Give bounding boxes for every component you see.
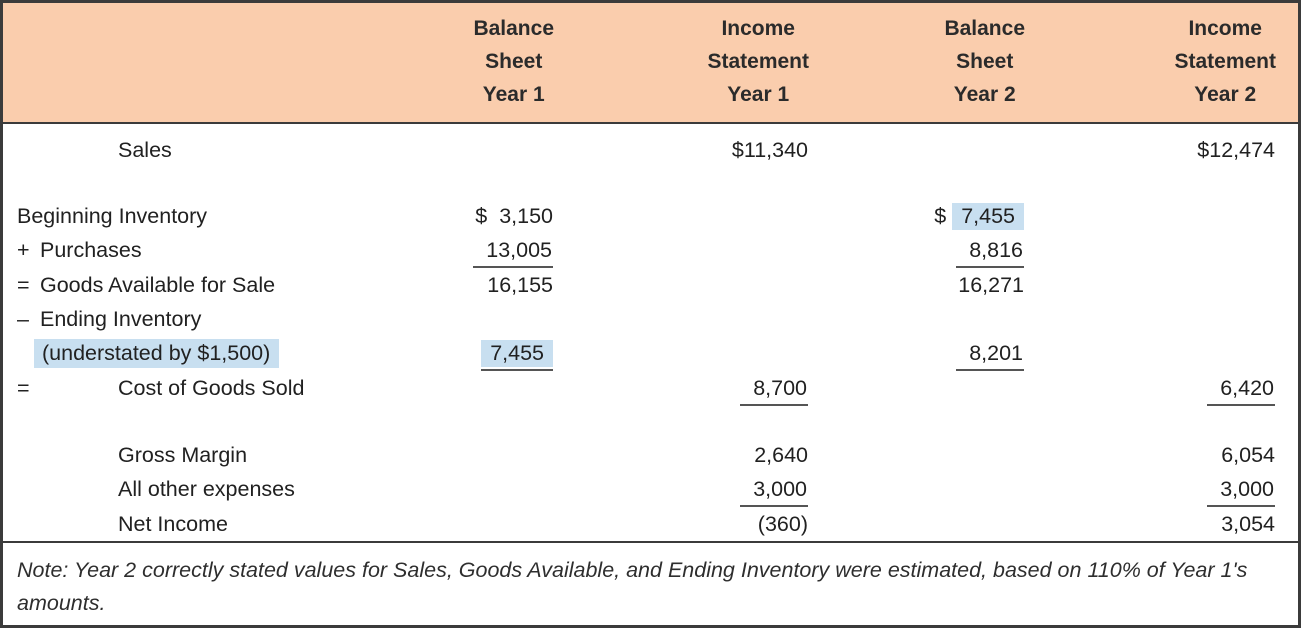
cell-is2 (1025, 302, 1276, 336)
underlined-value: 6,420 (1207, 374, 1275, 406)
cell-bs2 (809, 371, 1025, 406)
row-label: Purchases (40, 238, 142, 262)
cell-is2: $12,474 (1025, 133, 1276, 167)
header-label: Balance Sheet Year 1 (473, 17, 554, 106)
value: 6,054 (1221, 443, 1275, 467)
table-body: Sales $11,340 $12,474 Beginning Inventor… (3, 124, 1298, 541)
footnote: Note: Year 2 correctly stated values for… (3, 541, 1298, 628)
cell-is1: 8,700 (554, 371, 809, 406)
cell-is2: 3,000 (1025, 472, 1276, 507)
cell-is1: (360) (554, 507, 809, 541)
row-label: Beginning Inventory (17, 204, 208, 228)
underlined-value: 8,201 (956, 339, 1024, 371)
cell-is2 (1025, 336, 1276, 371)
cell-bs1 (365, 371, 554, 406)
cell-bs2: 8,201 (809, 336, 1025, 371)
cell-is2: 6,054 (1025, 438, 1276, 472)
cell-is1 (554, 336, 809, 371)
row-label: All other expenses (118, 477, 295, 501)
cell-bs2 (809, 302, 1025, 336)
cell-is2 (1025, 268, 1276, 302)
row-label: Goods Available for Sale (40, 273, 276, 297)
header-balance-sheet-year2: Balance Sheet Year 2 (809, 12, 1025, 111)
cell-bs1 (365, 507, 554, 541)
underlined-value: 8,700 (740, 374, 808, 406)
header-spacer (3, 12, 365, 111)
cell-is1 (554, 268, 809, 302)
row-label: Cost of Goods Sold (118, 376, 305, 400)
table-row-goods-available: = Goods Available for Sale 16,155 16,271 (3, 268, 1298, 302)
row-label: Gross Margin (118, 443, 248, 467)
cell-is1: $11,340 (554, 133, 809, 167)
cell-bs1: 13,005 (365, 233, 554, 268)
table-header-row: Balance Sheet Year 1 Income Statement Ye… (3, 3, 1298, 124)
row-sign: = (17, 273, 30, 297)
cell-is1 (554, 233, 809, 268)
cell-bs2 (809, 472, 1025, 507)
row-sign: – (17, 307, 29, 331)
row-sign: + (17, 238, 30, 262)
cell-bs1: 16,155 (365, 268, 554, 302)
cell-bs1: 7,455 (365, 336, 554, 371)
cell-is2 (1025, 199, 1276, 233)
table-row-gross-margin: Gross Margin 2,640 6,054 (3, 438, 1298, 472)
table-row-purchases: + Purchases 13,005 8,816 (3, 233, 1298, 268)
cell-bs2 (809, 507, 1025, 541)
header-label: Income Statement Year 1 (707, 17, 809, 106)
cell-bs2: 8,816 (809, 233, 1025, 268)
spacer-row (3, 167, 1298, 199)
cell-bs1: $ 3,150 (365, 199, 554, 233)
row-label: Ending Inventory (40, 307, 202, 331)
header-label: Income Statement Year 2 (1174, 17, 1276, 106)
value: 2,640 (754, 443, 808, 467)
header-income-statement-year1: Income Statement Year 1 (554, 12, 809, 111)
underlined-value: 13,005 (473, 236, 553, 268)
underlined-value: 3,000 (1207, 475, 1275, 507)
cell-bs1 (365, 133, 554, 167)
cell-is1: 2,640 (554, 438, 809, 472)
value: 3,150 (499, 204, 553, 228)
cell-bs1 (365, 302, 554, 336)
table-row-sales: Sales $11,340 $12,474 (3, 133, 1298, 167)
header-label: Balance Sheet Year 2 (944, 17, 1025, 106)
dollar-sign: $ (475, 204, 500, 228)
table-row-understated: (understated by $1,500) 7,455 8,201 (3, 336, 1298, 371)
table-row-ending-inventory: – Ending Inventory (3, 302, 1298, 336)
cell-is1 (554, 302, 809, 336)
table-row-net-income: Net Income (360) 3,054 (3, 507, 1298, 541)
value: 16,271 (958, 273, 1024, 297)
underlined-value: 3,000 (740, 475, 808, 507)
underlined-value: 8,816 (956, 236, 1024, 268)
row-sign: = (17, 376, 30, 400)
highlighted-row-label: (understated by $1,500) (34, 339, 280, 368)
value: 3,054 (1221, 512, 1275, 536)
cell-bs2 (809, 133, 1025, 167)
cell-is2: 3,054 (1025, 507, 1276, 541)
value: $11,340 (731, 138, 808, 162)
header-balance-sheet-year1: Balance Sheet Year 1 (365, 12, 554, 111)
header-income-statement-year2: Income Statement Year 2 (1025, 12, 1276, 111)
dollar-sign: $ (934, 204, 953, 228)
cell-bs2: $ 7,455 (809, 199, 1025, 233)
cell-bs2: 16,271 (809, 268, 1025, 302)
spacer-row (3, 406, 1298, 438)
cell-is2 (1025, 233, 1276, 268)
cell-is2: 6,420 (1025, 371, 1276, 406)
cell-bs1 (365, 438, 554, 472)
value: 16,155 (487, 273, 553, 297)
row-label: Net Income (118, 512, 228, 536)
table-row-all-other-expenses: All other expenses 3,000 3,000 (3, 472, 1298, 507)
table-row-beginning-inventory: Beginning Inventory $ 3,150 $ 7,455 (3, 199, 1298, 233)
cell-bs2 (809, 438, 1025, 472)
cell-is1 (554, 199, 809, 233)
cell-is1: 3,000 (554, 472, 809, 507)
row-label: Sales (118, 138, 172, 162)
value: $12,474 (1197, 138, 1275, 162)
value: (360) (757, 512, 808, 536)
highlighted-value: 7,455 (952, 203, 1024, 230)
table-row-cost-of-goods-sold: = Cost of Goods Sold 8,700 6,420 (3, 371, 1298, 406)
cell-bs1 (365, 472, 554, 507)
highlighted-underlined-value: 7,455 (481, 340, 553, 367)
